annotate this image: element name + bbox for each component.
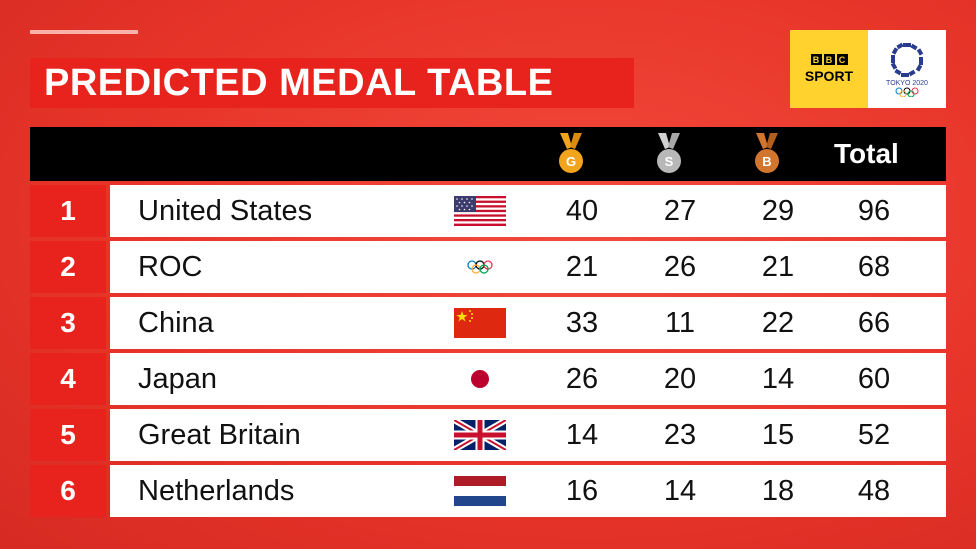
row-body: Netherlands 16 14 18 48 (110, 465, 946, 517)
silver-count: 11 (664, 307, 696, 339)
silver-count: 20 (663, 363, 697, 395)
country-name: Netherlands (138, 475, 295, 507)
country-name: Great Britain (138, 419, 301, 451)
netherlands-flag-icon (454, 476, 506, 506)
olympic-rings-icon (467, 260, 493, 274)
rank-cell: 1 (30, 185, 106, 237)
row-body: ROC 21 26 21 68 (110, 241, 946, 293)
tokyo-emblem-icon (890, 42, 924, 77)
bronze-medal-letter: B (762, 154, 771, 169)
table-row: 3 China 33 11 22 66 (30, 297, 946, 349)
gold-count: 26 (565, 363, 599, 395)
china-flag-icon (454, 308, 506, 338)
table-header: G S B Total (30, 127, 946, 181)
bronze-count: 22 (761, 307, 795, 339)
japan-flag-icon (454, 364, 506, 394)
row-body: China 33 11 22 66 (110, 297, 946, 349)
table-row: 4 Japan 26 20 14 60 (30, 353, 946, 405)
rank-cell: 4 (30, 353, 106, 405)
table-row: 6 Netherlands 16 14 18 48 (30, 465, 946, 517)
total-count: 60 (857, 363, 891, 395)
country-name: Japan (138, 363, 218, 395)
row-body: Japan 26 20 14 60 (110, 353, 946, 405)
silver-count: 23 (663, 419, 697, 451)
country-name: China (138, 307, 214, 339)
gold-count: 14 (565, 419, 599, 451)
rank-cell: 5 (30, 409, 106, 461)
total-count: 68 (857, 251, 891, 283)
total-count: 96 (857, 195, 891, 227)
gold-count: 33 (565, 307, 599, 339)
silver-count: 27 (663, 195, 697, 227)
bronze-count: 29 (761, 195, 795, 227)
bbc-letter: B (823, 54, 835, 65)
bronze-count: 18 (761, 475, 795, 507)
page-title: PREDICTED MEDAL TABLE (44, 61, 554, 104)
silver-medal-icon: S (657, 133, 681, 173)
bbc-letter: C (836, 54, 848, 65)
olympic-rings-icon (895, 87, 919, 97)
gold-count: 16 (565, 475, 599, 507)
total-header: Total (834, 138, 899, 169)
row-body: Great Britain 14 23 15 52 (110, 409, 946, 461)
silver-medal-letter: S (665, 154, 674, 169)
gold-count: 40 (565, 195, 599, 227)
uk-flag-icon (454, 420, 506, 450)
medal-table: 1 United States 40 27 (30, 185, 946, 521)
country-name: ROC (138, 251, 203, 283)
silver-count: 14 (663, 475, 697, 507)
table-row: 1 United States 40 27 (30, 185, 946, 237)
row-body: United States 40 27 29 (110, 185, 946, 237)
bronze-count: 14 (761, 363, 795, 395)
table-row: 2 ROC 21 26 21 68 (30, 241, 946, 293)
usa-flag-icon (454, 196, 506, 226)
country-name: United States (138, 195, 313, 227)
bronze-medal-icon: B (755, 133, 779, 173)
decorative-line (30, 30, 138, 34)
logos: B B C SPORT TOKYO 2020 (790, 30, 946, 108)
title-banner: PREDICTED MEDAL TABLE (30, 58, 634, 108)
total-count: 66 (857, 307, 891, 339)
gold-medal-icon: G (559, 133, 583, 173)
silver-count: 26 (663, 251, 697, 283)
tokyo-2020-label: TOKYO 2020 (886, 79, 928, 87)
bronze-count: 15 (761, 419, 795, 451)
rank-cell: 6 (30, 465, 106, 517)
bbc-sport-logo: B B C SPORT (790, 30, 868, 108)
bbc-sport-label: SPORT (804, 68, 854, 84)
table-row: 5 Great Britain 14 23 15 52 (30, 409, 946, 461)
gold-count: 21 (565, 251, 599, 283)
rank-cell: 3 (30, 297, 106, 349)
total-count: 48 (857, 475, 891, 507)
bbc-letter: B (810, 54, 822, 65)
total-count: 52 (857, 419, 891, 451)
tokyo-2020-logo: TOKYO 2020 (868, 30, 946, 108)
rank-cell: 2 (30, 241, 106, 293)
bronze-count: 21 (761, 251, 795, 283)
gold-medal-letter: G (566, 154, 576, 169)
